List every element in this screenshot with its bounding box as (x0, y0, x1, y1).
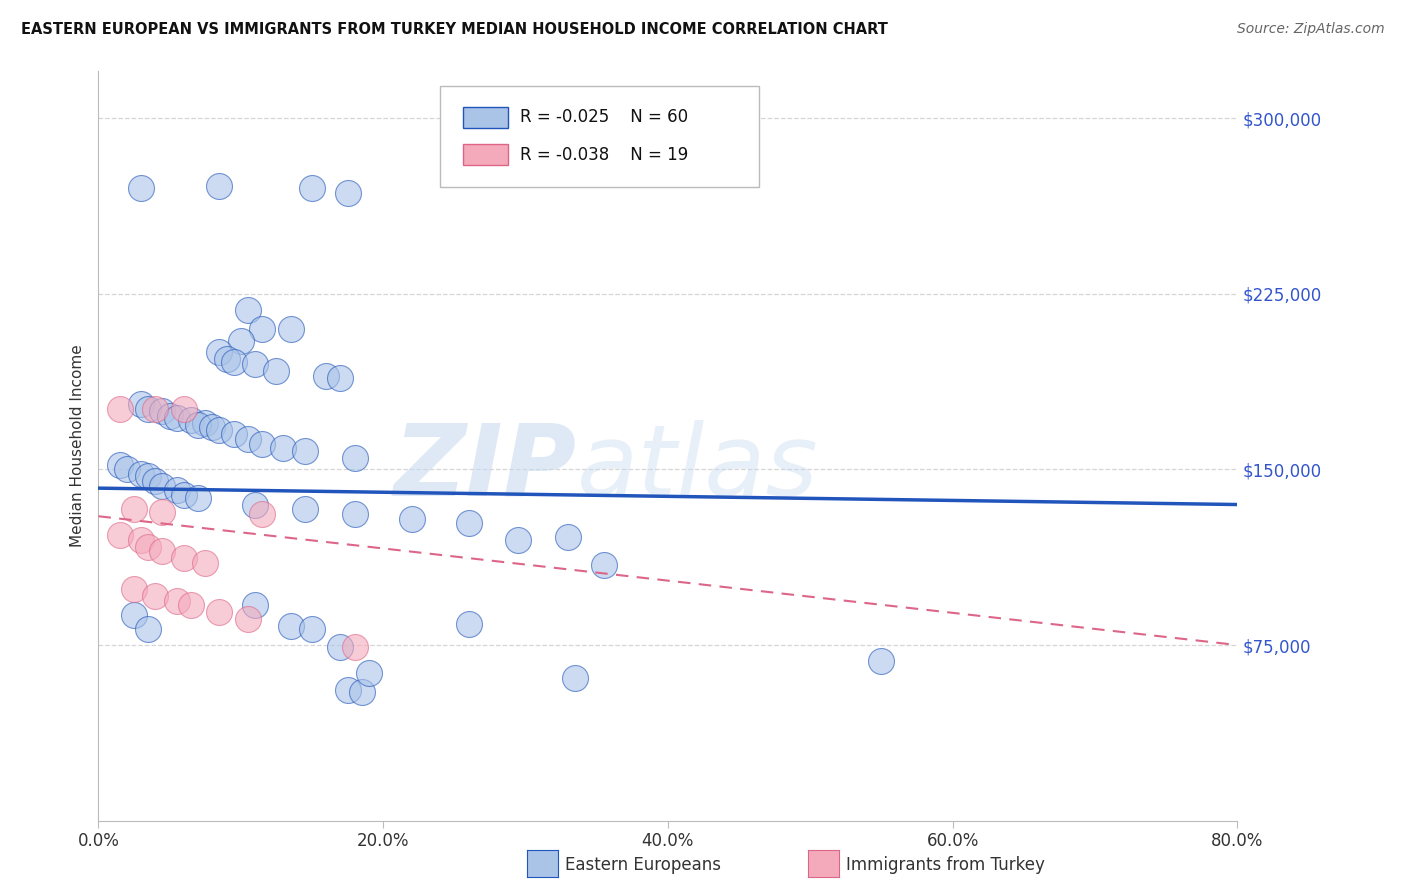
Point (457, 617, 479, 632)
Point (166, 483, 188, 498)
Point (122, 502, 145, 516)
Point (145, 589, 167, 603)
Point (201, 420, 224, 434)
Text: R = -0.025    N = 60: R = -0.025 N = 60 (520, 108, 688, 126)
Point (129, 467, 152, 482)
Point (152, 479, 174, 493)
Point (280, 619, 302, 633)
Point (592, 558, 614, 573)
Point (343, 640, 366, 655)
Text: atlas: atlas (576, 420, 818, 517)
Point (343, 507, 366, 521)
Point (236, 612, 259, 626)
Point (243, 498, 266, 512)
Point (194, 556, 217, 570)
Point (136, 540, 159, 554)
Text: Immigrants from Turkey: Immigrants from Turkey (846, 856, 1045, 874)
Point (208, 179, 231, 194)
Point (115, 462, 138, 476)
Text: Source: ZipAtlas.com: Source: ZipAtlas.com (1237, 22, 1385, 37)
Point (215, 352, 238, 367)
Point (208, 605, 231, 619)
Point (136, 469, 159, 483)
Point (870, 655, 893, 669)
Point (336, 682, 359, 697)
Point (222, 427, 245, 442)
Point (122, 582, 145, 596)
Point (266, 364, 288, 378)
Point (243, 357, 266, 371)
Point (343, 450, 366, 465)
Point (250, 507, 273, 521)
Point (129, 533, 152, 547)
Point (250, 436, 273, 450)
FancyBboxPatch shape (463, 144, 509, 165)
Point (236, 432, 259, 446)
Point (208, 345, 231, 359)
Point (108, 458, 131, 472)
Text: EASTERN EUROPEAN VS IMMIGRANTS FROM TURKEY MEDIAN HOUSEHOLD INCOME CORRELATION C: EASTERN EUROPEAN VS IMMIGRANTS FROM TURK… (21, 22, 889, 37)
Point (129, 181, 152, 195)
Point (315, 368, 337, 383)
Point (294, 502, 316, 516)
Point (273, 442, 295, 456)
Point (152, 544, 174, 558)
Text: ZIP: ZIP (394, 420, 576, 517)
Point (280, 322, 302, 336)
Point (194, 416, 217, 430)
Point (166, 593, 188, 607)
Point (222, 355, 245, 369)
Point (166, 411, 188, 425)
Point (329, 640, 352, 655)
Point (357, 666, 380, 681)
Point (173, 551, 195, 566)
Point (145, 474, 167, 488)
Point (401, 511, 423, 525)
Point (122, 607, 145, 622)
Point (350, 685, 373, 699)
Point (208, 423, 231, 437)
Text: Eastern Europeans: Eastern Europeans (565, 856, 721, 874)
Point (301, 181, 323, 195)
Point (152, 404, 174, 418)
Y-axis label: Median Household Income: Median Household Income (69, 344, 84, 548)
FancyBboxPatch shape (463, 106, 509, 128)
Point (229, 334, 252, 348)
Point (108, 401, 131, 416)
Point (180, 413, 202, 427)
Point (243, 599, 266, 613)
Point (159, 409, 181, 423)
Point (180, 599, 202, 613)
Point (457, 516, 479, 531)
Point (108, 528, 131, 542)
Point (336, 186, 359, 201)
Point (508, 533, 530, 547)
Point (301, 622, 323, 636)
Text: R = -0.038    N = 19: R = -0.038 N = 19 (520, 145, 688, 163)
Point (187, 417, 209, 432)
FancyBboxPatch shape (440, 87, 759, 187)
Point (329, 371, 352, 385)
Point (173, 488, 195, 502)
Point (187, 491, 209, 505)
Point (129, 397, 152, 411)
Point (564, 671, 586, 685)
Point (136, 401, 159, 416)
Point (136, 622, 159, 636)
Point (145, 401, 167, 416)
Point (236, 303, 259, 318)
Point (294, 443, 316, 458)
Point (173, 401, 195, 416)
Point (250, 322, 273, 336)
Point (152, 505, 174, 519)
Point (557, 530, 579, 544)
